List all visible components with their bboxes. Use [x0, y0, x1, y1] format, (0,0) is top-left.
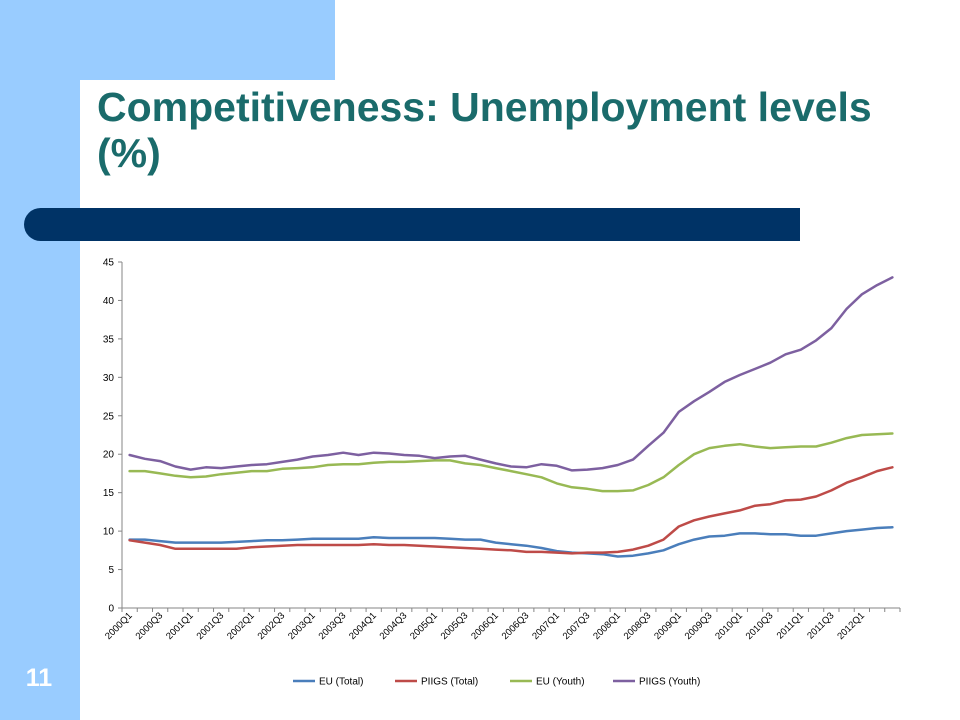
x-tick-label: 2001Q1 — [164, 610, 196, 642]
x-tick-label: 2012Q1 — [835, 610, 867, 642]
series-line-2 — [128, 466, 894, 555]
legend-label: PIIGS (Total) — [421, 677, 478, 688]
x-tick-label: 2002Q1 — [225, 610, 257, 642]
left-decor-band — [0, 0, 80, 720]
content-corner — [80, 80, 350, 220]
chart-legend: EU (Total) PIIGS (Total) EU (Youth) PIIGS (… — [293, 677, 700, 688]
legend-label: PIIGS (Youth) — [639, 677, 700, 688]
x-tick-label: 2004Q1 — [347, 610, 379, 642]
x-tick-label: 2001Q3 — [195, 610, 227, 642]
slide-title: Competitiveness: Unemployment levels (%) — [97, 84, 872, 176]
unemployment-line-chart: 0 5 10 15 20 25 30 35 40 45 2000Q12000Q32001Q12001… — [103, 258, 901, 688]
x-tick-label: 2011Q1 — [775, 610, 806, 641]
title-underline-bar — [24, 208, 800, 241]
x-tick-label: 2009Q1 — [652, 610, 684, 642]
y-tick-label: 5 — [108, 565, 114, 576]
x-tick-label: 2002Q3 — [256, 610, 288, 642]
x-tick-label: 2003Q3 — [317, 610, 349, 642]
x-tick-label: 2006Q3 — [500, 610, 532, 642]
x-tick-label: 2005Q1 — [408, 610, 440, 642]
x-tick-label: 2005Q3 — [439, 610, 471, 642]
slide-number: 11 — [25, 664, 53, 692]
x-tick-label: 2007Q1 — [530, 610, 562, 642]
y-tick-label: 15 — [103, 488, 115, 499]
chart-axes: 0 5 10 15 20 25 30 35 40 45 2000Q12000Q32001Q12001… — [103, 258, 901, 642]
x-tick-label: 2006Q1 — [469, 610, 501, 642]
x-tick-label: 2008Q3 — [622, 610, 654, 642]
series-line-3 — [128, 432, 894, 493]
legend-label: EU (Youth) — [536, 677, 585, 688]
x-tick-label: 2004Q3 — [378, 610, 410, 642]
x-tick-label: 2008Q1 — [591, 610, 623, 642]
y-tick-label: 40 — [103, 296, 115, 307]
x-tick-label: 2010Q3 — [744, 610, 776, 642]
y-tick-label: 25 — [103, 411, 115, 422]
y-tick-label: 0 — [108, 604, 114, 615]
x-tick-label: 2011Q3 — [805, 610, 836, 641]
chart-series-lines — [128, 276, 894, 558]
y-tick-label: 45 — [103, 258, 115, 269]
x-tick-label: 2007Q3 — [561, 610, 593, 642]
y-tick-label: 10 — [103, 527, 115, 538]
y-tick-label: 30 — [103, 373, 115, 384]
x-tick-label: 2010Q1 — [713, 610, 745, 642]
top-decor-band — [0, 0, 335, 80]
y-tick-label: 35 — [103, 334, 115, 345]
x-tick-label: 2000Q1 — [103, 610, 135, 642]
x-tick-label: 2009Q3 — [683, 610, 715, 642]
series-line-4 — [128, 276, 894, 472]
x-tick-label: 2003Q1 — [286, 610, 318, 642]
y-tick-label: 20 — [103, 450, 115, 461]
legend-label: EU (Total) — [319, 677, 363, 688]
x-tick-label: 2000Q3 — [134, 610, 166, 642]
series-line-1 — [128, 526, 894, 558]
